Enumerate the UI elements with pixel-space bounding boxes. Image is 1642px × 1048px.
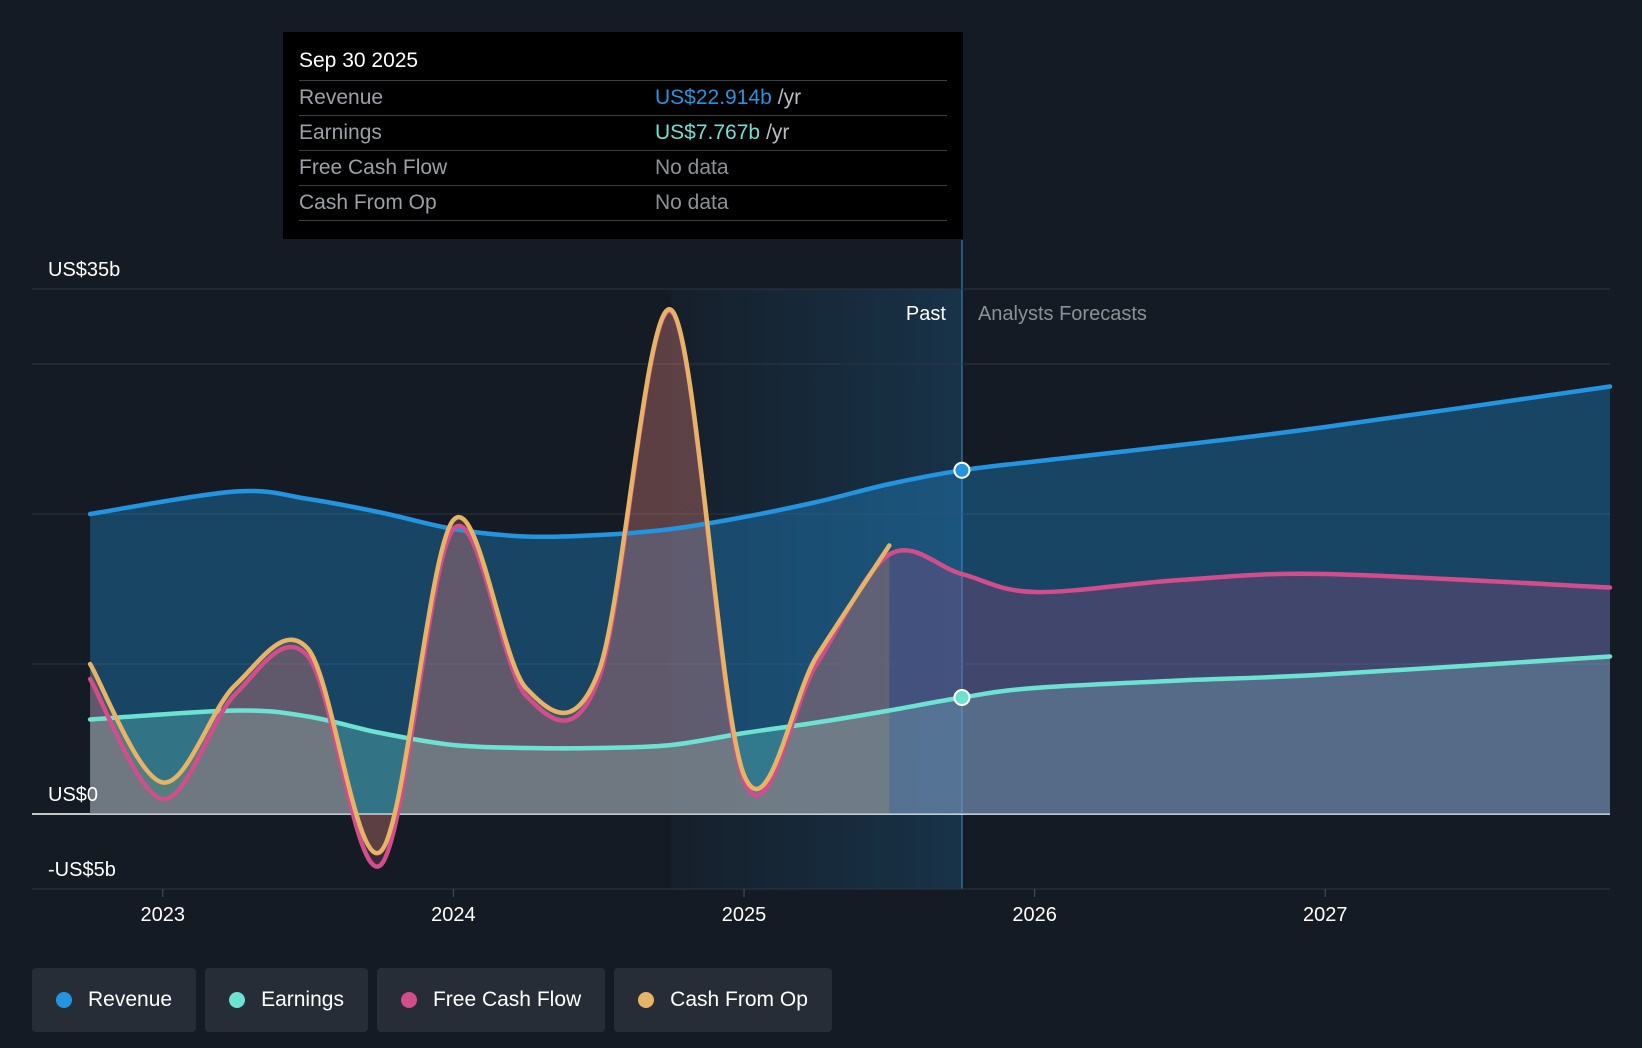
legend-label: Cash From Op: [670, 988, 808, 1011]
legend-item-earnings[interactable]: Earnings: [205, 968, 368, 1032]
legend-label: Revenue: [88, 988, 173, 1011]
legend: Revenue Earnings Free Cash Flow Cash Fro…: [32, 968, 832, 1032]
area-free-cash-flow: [90, 310, 1611, 867]
legend-label: Free Cash Flow: [432, 988, 582, 1011]
tooltip-label: Free Cash Flow: [299, 156, 448, 179]
x-tick-label: 2026: [1012, 904, 1057, 926]
line-cash-from-op: [87, 307, 892, 856]
legend-dot-icon: [400, 992, 417, 1008]
marker-earnings: [953, 688, 971, 706]
tooltip-value: US$7.767b: [655, 121, 761, 144]
tooltip-row-revenue: Revenue US$22.914b/yr: [299, 81, 947, 116]
tooltip-value: No data: [655, 156, 729, 179]
tooltip: Sep 30 2025 Revenue US$22.914b/yr Earnin…: [283, 32, 963, 239]
tooltip-label: Earnings: [299, 121, 382, 144]
area-revenue: [90, 386, 1611, 814]
area-earnings: [90, 656, 1611, 814]
legend-item-cash-from-op[interactable]: Cash From Op: [614, 968, 832, 1032]
y-axis-label: -US$5b: [48, 859, 116, 881]
x-tick-label: 2023: [141, 904, 186, 926]
tooltip-unit: /yr: [777, 86, 802, 109]
tooltip-value: US$22.914b: [655, 86, 772, 109]
area-cash-from-op: [90, 309, 890, 854]
legend-dot-icon: [229, 992, 246, 1008]
tooltip-unit: /yr: [766, 121, 790, 144]
y-axis-label: US$35b: [48, 259, 120, 281]
legend-item-free-cash-flow[interactable]: Free Cash Flow: [376, 968, 606, 1032]
y-axis-label: US$0: [48, 784, 98, 806]
tooltip-label: Revenue: [299, 86, 384, 109]
line-earnings: [87, 654, 1613, 751]
legend-dot-icon: [638, 992, 655, 1008]
x-tick-label: 2024: [431, 904, 476, 926]
past-label: Past: [906, 303, 946, 325]
legend-item-revenue[interactable]: Revenue: [32, 968, 197, 1032]
legend-label: Earnings: [261, 988, 344, 1011]
line-revenue: [87, 384, 1613, 540]
tooltip-label: Cash From Op: [299, 191, 437, 214]
tooltip-row-cash-from-op: Cash From Op No data: [299, 186, 947, 221]
x-tick-label: 2027: [1303, 904, 1348, 926]
legend-dot-icon: [56, 992, 72, 1008]
tooltip-date: Sep 30 2025: [299, 46, 947, 81]
forecast-label: Analysts Forecasts: [978, 303, 1147, 325]
tooltip-row-earnings: Earnings US$7.767b/yr: [299, 116, 947, 151]
past-highlight: [671, 289, 962, 889]
x-tick-label: 2025: [722, 904, 767, 926]
tooltip-value: No data: [655, 191, 729, 214]
marker-revenue: [953, 461, 971, 479]
tooltip-row-free-cash-flow: Free Cash Flow No data: [299, 151, 947, 186]
